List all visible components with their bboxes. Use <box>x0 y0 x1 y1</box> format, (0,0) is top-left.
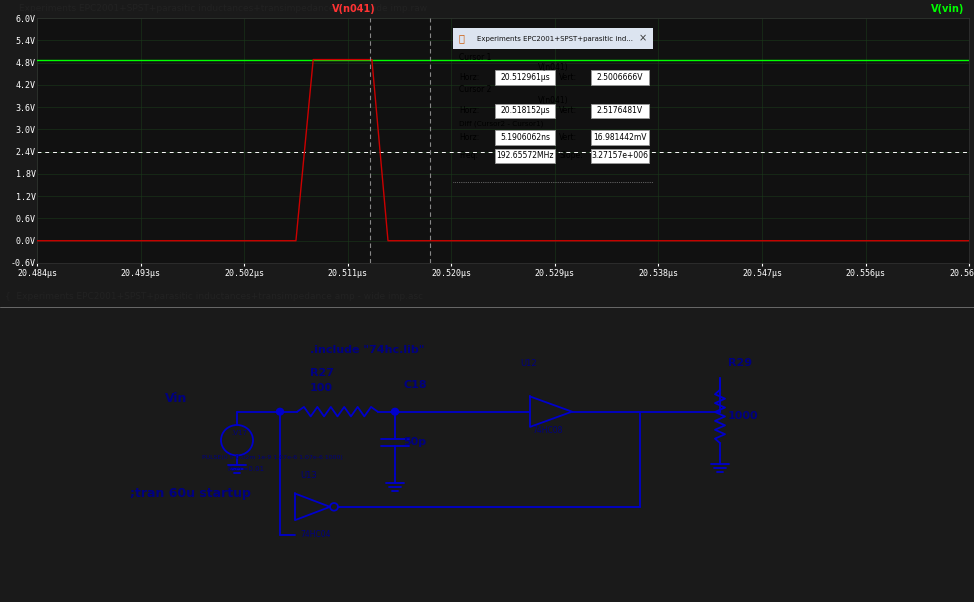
Text: 16.981442mV: 16.981442mV <box>593 133 647 142</box>
Text: 1000: 1000 <box>728 411 759 421</box>
Text: U12: U12 <box>520 359 537 368</box>
Text: Diff (Cursor2 - Cursor1): Diff (Cursor2 - Cursor1) <box>459 120 543 126</box>
Text: 192.65572MHz: 192.65572MHz <box>496 151 554 160</box>
Text: Experiments EPC2001+SPST+parasitic ind...: Experiments EPC2001+SPST+parasitic ind..… <box>477 36 633 42</box>
Text: Vert:: Vert: <box>559 133 578 142</box>
Text: Horz:: Horz: <box>459 107 479 116</box>
Text: Horz:: Horz: <box>459 133 479 142</box>
Text: Experiments EPC2001+SPST+parasitic inductances+transimpedance amp - wide imp.raw: Experiments EPC2001+SPST+parasitic induc… <box>19 4 428 13</box>
Text: Vert:: Vert: <box>559 107 578 116</box>
Text: V(n041): V(n041) <box>538 96 568 105</box>
Text: 50p: 50p <box>403 437 427 447</box>
Text: Slope:: Slope: <box>559 151 582 160</box>
Text: 2.5006666V: 2.5006666V <box>597 73 643 82</box>
Text: ×: × <box>639 34 647 43</box>
Text: Cursor 2: Cursor 2 <box>459 85 491 95</box>
Text: 74HC08: 74HC08 <box>532 426 562 435</box>
FancyBboxPatch shape <box>495 70 555 85</box>
Text: PULSE(0 5 0.02m 1e-9 1.07e-6 1.07e-6 1000): PULSE(0 5 0.02m 1e-9 1.07e-6 1.07e-6 100… <box>202 455 343 461</box>
FancyBboxPatch shape <box>591 130 649 144</box>
Text: Vert:: Vert: <box>559 73 578 82</box>
FancyBboxPatch shape <box>495 149 555 163</box>
Text: 3.27157e+006: 3.27157e+006 <box>591 151 649 160</box>
Text: .include "74hc.lib": .include "74hc.lib" <box>310 345 425 355</box>
Text: Cursor 1: Cursor 1 <box>459 53 491 62</box>
Text: 20.512961μs: 20.512961μs <box>500 73 550 82</box>
Text: V(n041): V(n041) <box>332 4 376 14</box>
Text: {  Experiments EPC2001+SPST+parasitic inductances+transimpedance amp - wide imp.: { Experiments EPC2001+SPST+parasitic ind… <box>5 291 423 300</box>
Text: 2.5176481V: 2.5176481V <box>597 107 643 116</box>
Text: 5.1906062ns: 5.1906062ns <box>500 133 550 142</box>
FancyBboxPatch shape <box>591 104 649 118</box>
Text: Rser=0.01: Rser=0.01 <box>227 466 264 472</box>
Text: .V17: .V17 <box>231 430 247 436</box>
FancyBboxPatch shape <box>453 28 653 49</box>
FancyBboxPatch shape <box>495 104 555 118</box>
Circle shape <box>277 408 283 415</box>
FancyBboxPatch shape <box>591 70 649 85</box>
Text: V(vin): V(vin) <box>931 4 964 14</box>
Text: V(n041): V(n041) <box>538 63 568 72</box>
Text: 74HC04: 74HC04 <box>300 530 330 539</box>
Text: R29: R29 <box>728 358 752 368</box>
Text: 100: 100 <box>310 383 333 393</box>
Text: C18: C18 <box>403 380 427 390</box>
Text: ⯈: ⯈ <box>459 34 465 43</box>
FancyBboxPatch shape <box>591 149 649 163</box>
Text: R27: R27 <box>310 367 334 377</box>
Circle shape <box>392 408 398 415</box>
FancyBboxPatch shape <box>495 130 555 144</box>
Text: Vin: Vin <box>165 392 187 405</box>
Text: U13: U13 <box>300 471 317 480</box>
Text: Freq:: Freq: <box>459 151 478 160</box>
Text: ;tran 60u startup: ;tran 60u startup <box>130 488 251 500</box>
Text: 20.518152μs: 20.518152μs <box>501 107 549 116</box>
Text: Horz:: Horz: <box>459 73 479 82</box>
